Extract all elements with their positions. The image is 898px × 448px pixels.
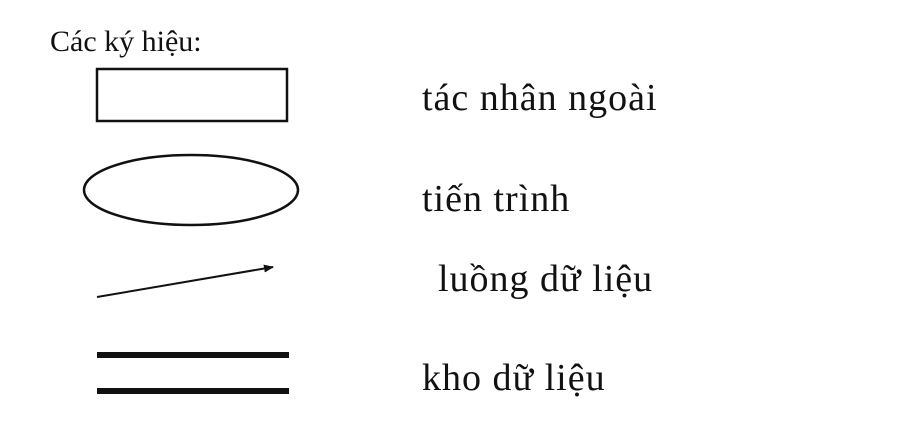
- external-entity-label: tác nhân ngoài: [422, 77, 658, 119]
- process-label: tiến trình: [422, 178, 571, 220]
- data-flow-label: luồng dữ liệu: [438, 258, 654, 300]
- data-flow-arrow-symbol: [96, 264, 274, 298]
- process-ellipse-symbol: [82, 153, 300, 227]
- legend-title: Các ký hiệu:: [50, 25, 202, 58]
- data-store-label: kho dữ liệu: [422, 357, 606, 399]
- external-entity-rectangle-symbol: [95, 67, 289, 123]
- data-store-double-line-symbol: [97, 352, 289, 394]
